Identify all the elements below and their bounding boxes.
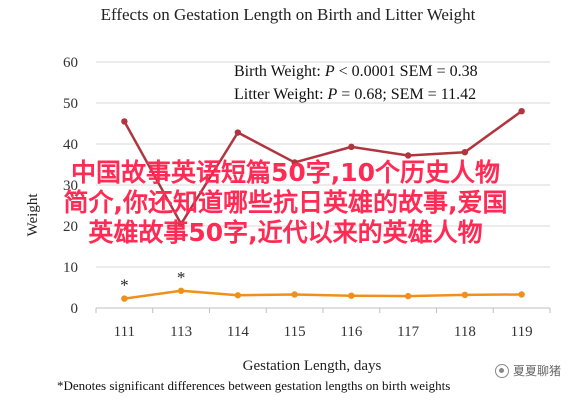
stat-litter-p: P	[327, 86, 338, 103]
y-tick-label: 40	[63, 137, 78, 153]
y-tick-label: 30	[63, 178, 78, 194]
data-point	[121, 118, 128, 125]
data-series	[121, 108, 525, 302]
y-tick-label: 60	[63, 55, 78, 71]
data-point	[461, 291, 469, 299]
x-tick-label: 114	[227, 324, 249, 340]
stat-birth-p: P	[324, 63, 335, 80]
stat-birth-weight: Birth Weight: P < 0.0001 SEM = 0.38	[234, 63, 478, 80]
data-point	[404, 292, 412, 300]
data-point	[177, 287, 185, 294]
data-point	[234, 292, 242, 299]
data-point	[291, 159, 298, 166]
data-point	[121, 295, 128, 302]
data-point	[518, 108, 525, 115]
watermark-label: 夏夏聊猪	[512, 364, 561, 378]
x-tick-label: 116	[340, 324, 362, 340]
data-point	[461, 149, 469, 156]
data-point	[177, 220, 185, 228]
y-tick-label: 50	[63, 96, 78, 112]
chart-title: Effects on Gestation Length on Birth and…	[101, 5, 476, 24]
stat-birth-suffix: < 0.0001 SEM = 0.38	[335, 63, 478, 80]
y-tick-labels: 0 10 20 30 40 50 60	[63, 55, 78, 317]
x-tick-label: 113	[170, 324, 192, 340]
data-point	[348, 143, 355, 151]
stat-litter-suffix: = 0.68; SEM = 11.42	[337, 86, 476, 103]
x-axis-label: Gestation Length, days	[243, 358, 382, 374]
series-line	[123, 110, 523, 226]
stat-litter-weight: Litter Weight: P = 0.68; SEM = 11.42	[234, 86, 476, 103]
gridlines	[96, 61, 550, 309]
data-point	[291, 291, 298, 298]
x-tick-label: 115	[284, 324, 306, 340]
wechat-icon	[494, 363, 509, 378]
significance-mark: *	[120, 276, 129, 295]
x-tick-label: 117	[397, 324, 419, 340]
data-point	[234, 129, 242, 136]
footnote: *Denotes significant differences between…	[57, 378, 450, 393]
y-tick-label: 10	[63, 260, 78, 276]
data-point	[518, 291, 525, 298]
series-line	[124, 289, 522, 300]
significance-mark: *	[177, 268, 186, 287]
y-tick-label: 0	[71, 301, 79, 317]
x-tick-label: 119	[511, 324, 533, 340]
stat-birth-prefix: Birth Weight:	[234, 63, 325, 80]
data-point	[348, 292, 355, 299]
x-tick-label: 111	[114, 324, 135, 340]
y-tick-label: 20	[63, 219, 78, 235]
watermark: 夏夏聊猪	[494, 362, 561, 379]
stat-litter-prefix: Litter Weight:	[234, 86, 328, 103]
data-point	[404, 152, 412, 159]
y-axis-label: Weight	[25, 193, 41, 237]
x-tick-label: 118	[454, 324, 476, 340]
significance-marks: * *	[120, 268, 185, 295]
x-tick-labels: 111 113 114 115 116 117 118 119	[95, 308, 551, 340]
